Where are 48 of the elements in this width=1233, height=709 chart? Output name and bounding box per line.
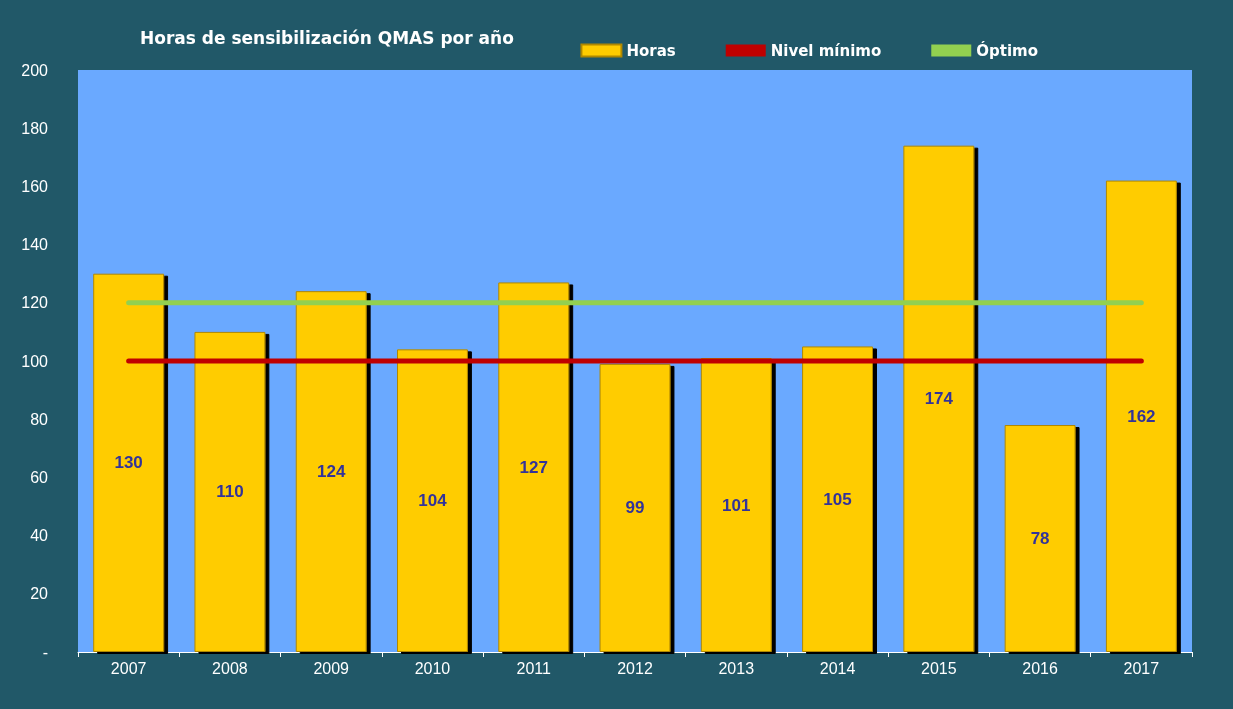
x-tick-label: 2008 — [212, 659, 248, 677]
y-tick-label: 20 — [30, 585, 49, 603]
x-tick-label: 2012 — [617, 659, 653, 677]
y-tick-label: 40 — [30, 527, 49, 545]
x-tick-label: 2013 — [718, 659, 755, 677]
bar — [295, 291, 367, 652]
data-label: 162 — [1127, 406, 1156, 426]
x-tick-label: 2010 — [414, 659, 451, 677]
x-tick-label: 2011 — [516, 659, 552, 677]
y-tick-label: 160 — [21, 177, 49, 195]
data-label: 78 — [1030, 529, 1050, 549]
bar — [903, 145, 975, 652]
data-label: 104 — [418, 491, 448, 511]
bar — [397, 349, 468, 652]
y-tick-label: 60 — [30, 468, 49, 486]
chart-title: Horas de sensibilización QMAS por año — [140, 27, 514, 48]
legend-label: Nivel mínimo — [770, 41, 882, 60]
data-label: 127 — [519, 457, 548, 477]
y-tick-label: 100 — [21, 352, 49, 370]
y-tick-label: 140 — [21, 236, 49, 254]
data-label: 99 — [625, 498, 645, 518]
bar — [1105, 180, 1177, 652]
x-tick-label: 2007 — [110, 659, 147, 677]
x-tick-label: 2009 — [313, 659, 350, 677]
bar — [93, 273, 165, 652]
data-label: 124 — [316, 462, 346, 482]
y-tick-label: 80 — [30, 410, 49, 428]
data-label: 130 — [114, 453, 143, 473]
data-label: 174 — [924, 389, 954, 409]
data-label: 110 — [216, 482, 244, 502]
bar — [194, 331, 266, 652]
x-tick-label: 2017 — [1123, 659, 1160, 677]
bar — [802, 346, 873, 652]
y-tick-label: 200 — [21, 61, 49, 79]
bar — [700, 358, 772, 652]
bar — [1004, 425, 1076, 652]
bar — [599, 363, 671, 652]
legend-label: Óptimo — [976, 40, 1039, 60]
x-tick-label: 2014 — [819, 659, 856, 677]
x-tick-label: 2016 — [1022, 659, 1058, 677]
y-tick-label: 180 — [21, 119, 49, 137]
x-tick-label: 2015 — [921, 659, 957, 677]
data-label: 101 — [722, 495, 751, 515]
data-label: 105 — [823, 489, 852, 509]
bar — [498, 282, 570, 652]
legend-label: Horas — [626, 41, 676, 60]
y-tick-label: - — [42, 643, 48, 661]
y-tick-label: 120 — [21, 294, 49, 312]
